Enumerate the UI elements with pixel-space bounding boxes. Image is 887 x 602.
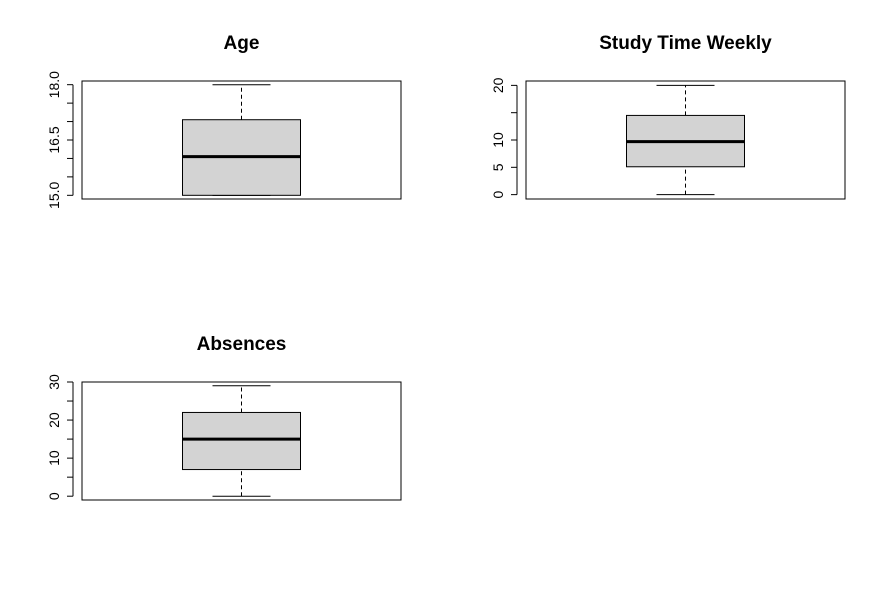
y-tick-label: 0 bbox=[46, 492, 62, 500]
panel-study-time-weekly: Study Time Weekly 0 5 10 20 bbox=[490, 33, 846, 200]
chart-title: Age bbox=[224, 33, 260, 54]
plot-frame bbox=[81, 80, 402, 200]
y-tick-label: 10 bbox=[46, 450, 62, 466]
plot-frame bbox=[525, 80, 846, 200]
panel-absences: Absences 0 10 20 30 bbox=[46, 334, 402, 501]
y-tick-label: 20 bbox=[490, 77, 506, 93]
plot-frame bbox=[81, 381, 402, 501]
y-tick-label: 0 bbox=[490, 191, 506, 199]
panel-age: Age 15.0 16.5 18.0 bbox=[46, 33, 402, 209]
y-tick-label: 30 bbox=[46, 374, 62, 390]
y-tick-label: 10 bbox=[490, 132, 506, 148]
chart-title: Study Time Weekly bbox=[599, 33, 772, 54]
y-tick-label: 18.0 bbox=[46, 71, 62, 98]
y-tick-label: 16.5 bbox=[46, 126, 62, 153]
y-tick-label: 15.0 bbox=[46, 181, 62, 208]
iqr-box bbox=[182, 411, 301, 471]
y-tick-label: 20 bbox=[46, 412, 62, 428]
y-tick-label: 5 bbox=[490, 163, 506, 171]
chart-title: Absences bbox=[197, 334, 287, 355]
